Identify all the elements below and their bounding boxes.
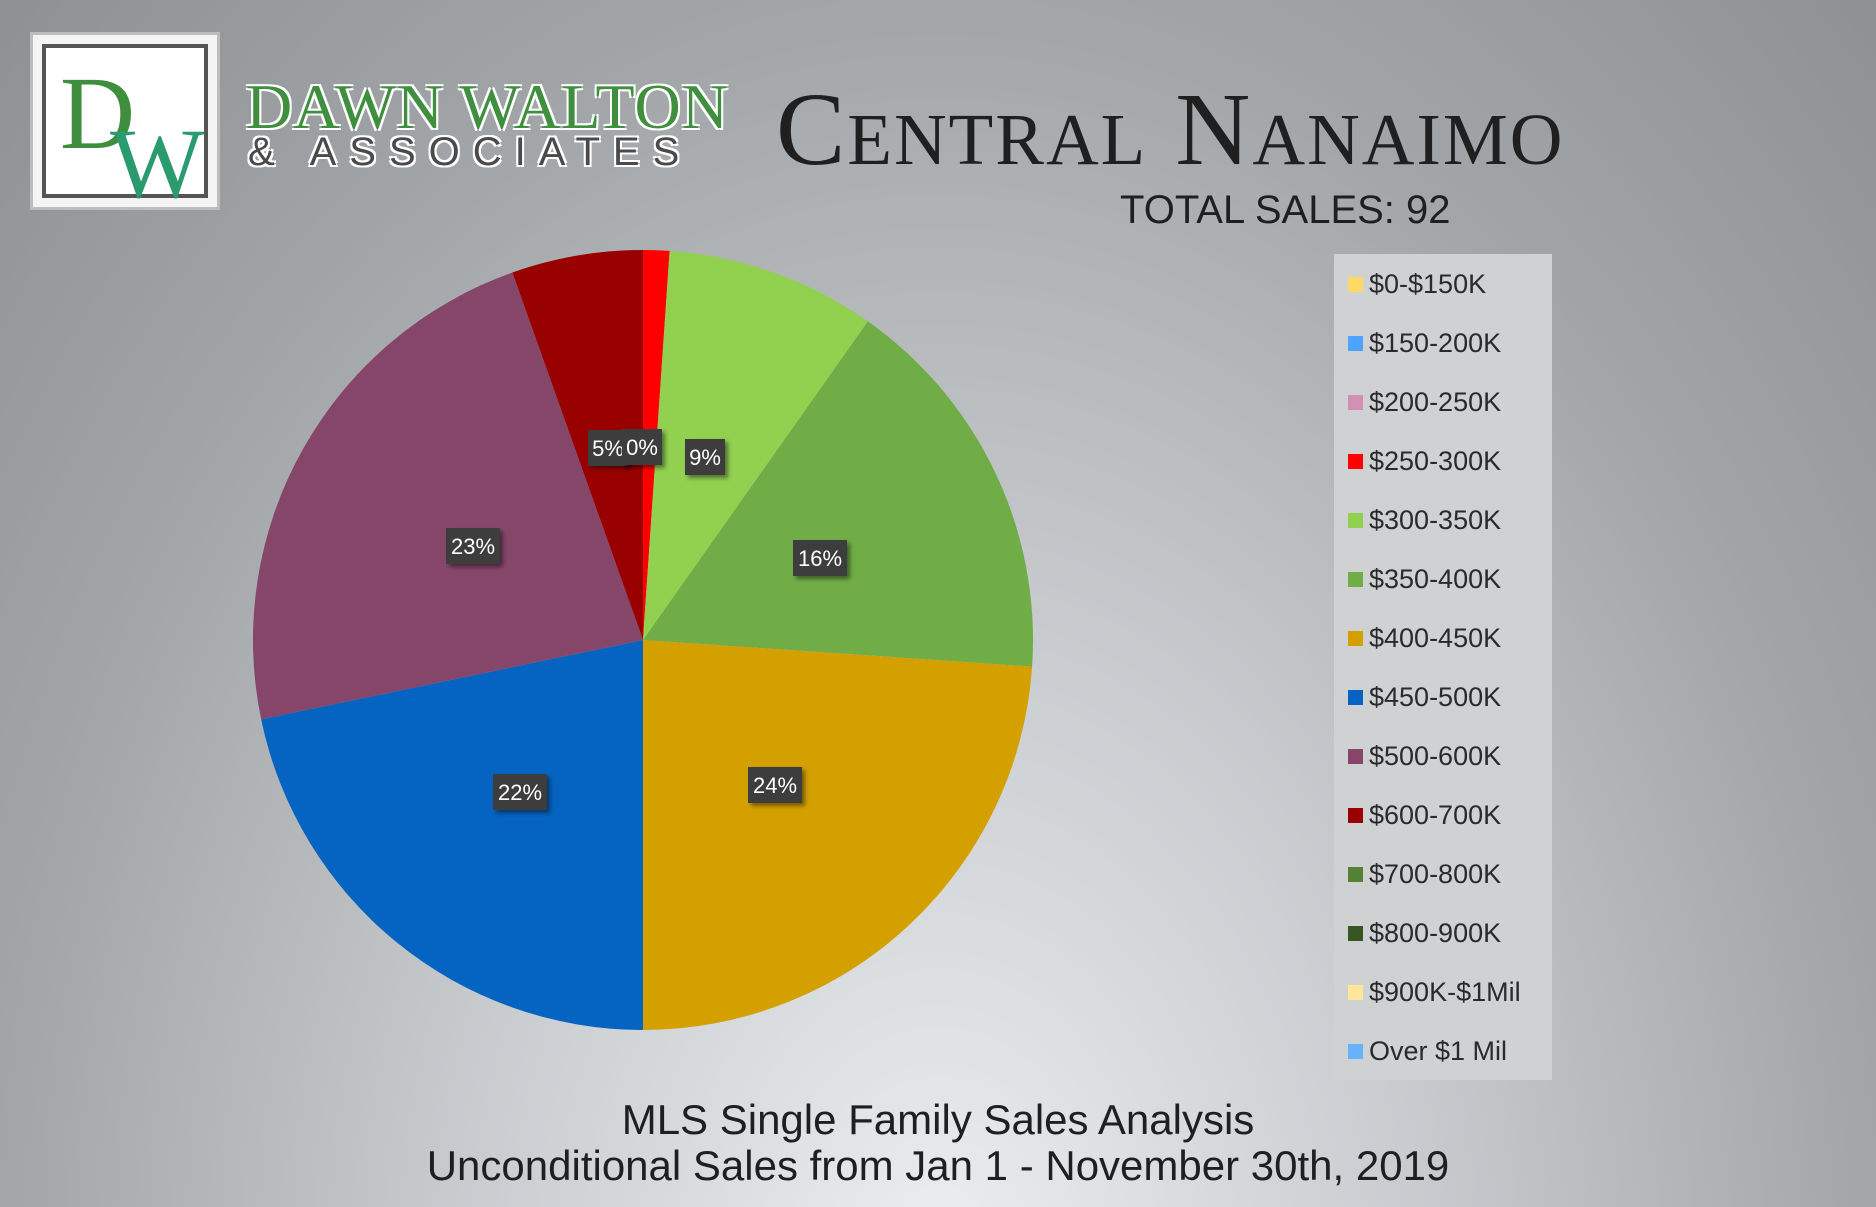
svg-text:0%: 0% bbox=[626, 435, 658, 460]
footer-line-1: MLS Single Family Sales Analysis bbox=[621, 1096, 1255, 1143]
svg-text:22%: 22% bbox=[498, 780, 542, 805]
legend-label: $350-400K bbox=[1369, 563, 1502, 594]
svg-text:23%: 23% bbox=[451, 534, 495, 559]
footer-line-2: Unconditional Sales from Jan 1 - Novembe… bbox=[426, 1142, 1450, 1189]
legend-swatch bbox=[1348, 453, 1363, 469]
legend-item-150-200k: $150-200K bbox=[1348, 323, 1501, 363]
legend-swatch bbox=[1348, 807, 1363, 823]
pie-slice-600-700k bbox=[512, 250, 643, 640]
legend-swatch bbox=[1348, 335, 1363, 351]
legend-item-900k-1mil: $900K-$1Mil bbox=[1348, 972, 1521, 1012]
legend-swatch bbox=[1348, 630, 1363, 646]
legend-swatch bbox=[1348, 571, 1363, 587]
legend-swatch bbox=[1348, 1043, 1363, 1059]
logo-frame: D W bbox=[42, 44, 208, 219]
legend-item-250-300k: $250-300K bbox=[1348, 441, 1501, 481]
legend-label: $600-700K bbox=[1369, 799, 1502, 830]
logo-letter-d: D bbox=[60, 56, 136, 171]
data-label-450-500k: 22% bbox=[493, 774, 547, 810]
legend-item-350-400k: $350-400K bbox=[1348, 559, 1501, 599]
pie-slice-350-400k bbox=[643, 321, 1033, 667]
legend-label: $200-250K bbox=[1369, 386, 1502, 417]
legend-item-0-150k: $0-$150K bbox=[1348, 264, 1486, 304]
data-label-600-700k: 5% bbox=[588, 430, 628, 466]
legend-item-450-500k: $450-500K bbox=[1348, 677, 1501, 717]
legend-swatch bbox=[1348, 925, 1363, 941]
legend-swatch bbox=[1348, 748, 1363, 764]
brand-name: DAWN WALTON bbox=[246, 71, 729, 142]
brand-subtitle: & ASSOCIATES bbox=[248, 130, 693, 174]
legend-swatch bbox=[1348, 689, 1363, 705]
data-label-300-350k: 9% bbox=[685, 439, 725, 475]
pie-slice-400-450k bbox=[643, 640, 1033, 1030]
legend-swatch bbox=[1348, 866, 1363, 882]
legend-label: Over $1 Mil bbox=[1369, 1035, 1508, 1066]
legend-label: $0-$150K bbox=[1369, 268, 1487, 299]
legend-label: $500-600K bbox=[1369, 740, 1502, 771]
svg-text:5%: 5% bbox=[592, 436, 624, 461]
legend-label: $900K-$1Mil bbox=[1369, 976, 1521, 1007]
legend-label: $250-300K bbox=[1369, 445, 1502, 476]
data-label-250-300k: 0% bbox=[622, 429, 662, 465]
legend-item-over-1-mil: Over $1 Mil bbox=[1348, 1031, 1507, 1071]
legend-label: $150-200K bbox=[1369, 327, 1502, 358]
legend: $0-$150K $150-200K $200-250K $250-300K $300-… bbox=[1334, 254, 1552, 1080]
legend-label: $800-900K bbox=[1369, 917, 1502, 948]
legend-item-400-450k: $400-450K bbox=[1348, 618, 1501, 658]
legend-item-800-900k: $800-900K bbox=[1348, 913, 1501, 953]
legend-label: $300-350K bbox=[1369, 504, 1502, 535]
data-label-500-600k: 23% bbox=[446, 528, 500, 564]
legend-label: $400-450K bbox=[1369, 622, 1502, 653]
page-title: Central Nanaimo bbox=[776, 72, 1565, 187]
logo-letter-w: W bbox=[110, 108, 205, 219]
data-label-350-400k: 16% bbox=[793, 540, 847, 576]
legend-swatch bbox=[1348, 512, 1363, 528]
legend-item-700-800k: $700-800K bbox=[1348, 854, 1501, 894]
total-sales: TOTAL SALES: 92 bbox=[1120, 188, 1451, 232]
logo: D W bbox=[30, 32, 220, 219]
legend-item-500-600k: $500-600K bbox=[1348, 736, 1501, 776]
svg-text:9%: 9% bbox=[689, 445, 721, 470]
legend-item-200-250k: $200-250K bbox=[1348, 382, 1501, 422]
legend-item-300-350k: $300-350K bbox=[1348, 500, 1501, 540]
pie-slice-500-600k bbox=[252, 272, 643, 720]
legend-label: $450-500K bbox=[1369, 681, 1502, 712]
legend-item-600-700k: $600-700K bbox=[1348, 795, 1501, 835]
svg-text:16%: 16% bbox=[798, 546, 842, 571]
pie-slice-450-500k bbox=[261, 640, 643, 1030]
legend-swatch bbox=[1348, 276, 1363, 292]
pie-slice-300-350k bbox=[643, 250, 868, 640]
legend-swatch bbox=[1348, 394, 1363, 410]
legend-label: $700-800K bbox=[1369, 858, 1502, 889]
data-label-400-450k: 24% bbox=[748, 767, 802, 803]
svg-text:24%: 24% bbox=[753, 773, 797, 798]
legend-swatch bbox=[1348, 984, 1363, 1000]
